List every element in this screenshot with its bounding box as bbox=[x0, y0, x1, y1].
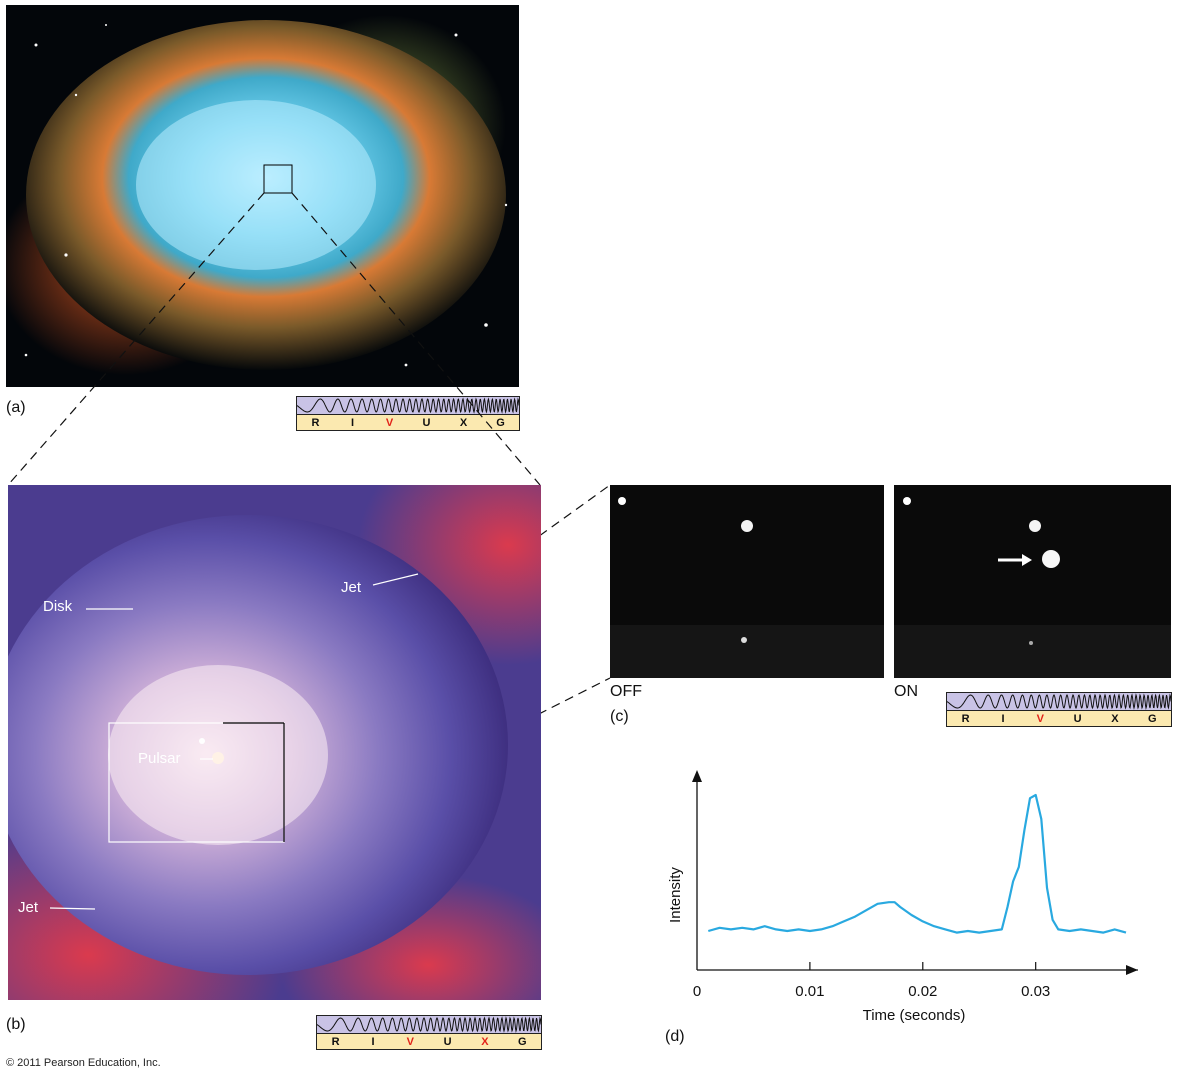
arrow-icon bbox=[1022, 554, 1032, 566]
band-letter: U bbox=[1073, 712, 1082, 725]
off-label: OFF bbox=[610, 683, 642, 700]
spectrum-letters-b: R I V U X G bbox=[317, 1034, 541, 1049]
band-letter: R bbox=[331, 1035, 340, 1048]
pulsar-label: Pulsar bbox=[138, 750, 181, 767]
panel-a-label: (a) bbox=[6, 399, 26, 416]
band-letter: G bbox=[518, 1035, 527, 1048]
wave-icon bbox=[947, 693, 1171, 710]
band-letter: X bbox=[459, 416, 468, 429]
panel-b-label: (b) bbox=[6, 1016, 26, 1033]
band-letter: R bbox=[311, 416, 320, 429]
x-axis-arrow-icon bbox=[1126, 965, 1138, 975]
band-letter: U bbox=[443, 1035, 452, 1048]
band-letter: V bbox=[406, 1035, 414, 1048]
chart-plot bbox=[708, 793, 1127, 934]
band-letter: G bbox=[496, 416, 505, 429]
jet-lower-label: Jet bbox=[18, 899, 39, 916]
spectrum-letters-c: R I V U X G bbox=[947, 711, 1171, 726]
x-axis-label: Time (seconds) bbox=[863, 1007, 966, 1024]
x-tick-label: 0 bbox=[693, 983, 701, 1000]
band-letter: R bbox=[961, 712, 970, 725]
y-axis-label: Intensity bbox=[667, 867, 684, 923]
intensity-curve bbox=[708, 793, 1127, 934]
band-letter: G bbox=[1148, 712, 1157, 725]
spectrum-letters-a: R I V U X G bbox=[297, 415, 519, 430]
band-letter: I bbox=[1001, 712, 1005, 725]
on-label: ON bbox=[894, 683, 918, 700]
crab-composite-photo: Disk Jet Pulsar Jet bbox=[8, 485, 541, 1000]
band-letter: I bbox=[350, 416, 355, 429]
chart-axes bbox=[692, 770, 1138, 975]
y-axis-arrow-icon bbox=[692, 770, 702, 782]
panel-d-label: (d) bbox=[665, 1028, 685, 1045]
spectrum-band-c: R I V U X G bbox=[946, 692, 1172, 727]
pulsar-off-photo bbox=[610, 485, 884, 678]
wave-icon bbox=[317, 1016, 541, 1033]
band-letter: I bbox=[371, 1035, 375, 1048]
wave-icon bbox=[297, 397, 519, 414]
panel-c-label: (c) bbox=[610, 708, 629, 725]
light-curve-chart: 0 0.01 0.02 0.03 Time (seconds) Intensity bbox=[667, 770, 1138, 1024]
x-tick-label: 0.01 bbox=[795, 983, 824, 1000]
disk-label: Disk bbox=[43, 598, 73, 615]
band-letter: U bbox=[422, 416, 431, 429]
jet-upper-label: Jet bbox=[341, 579, 362, 596]
band-letter: V bbox=[385, 416, 394, 429]
copyright-text: © 2011 Pearson Education, Inc. bbox=[6, 1057, 161, 1069]
spectrum-band-b: R I V U X G bbox=[316, 1015, 542, 1050]
band-letter: V bbox=[1036, 712, 1044, 725]
chart-ticks: 0 0.01 0.02 0.03 bbox=[693, 962, 1050, 1000]
band-letter: X bbox=[1111, 712, 1119, 725]
x-tick-label: 0.03 bbox=[1021, 983, 1050, 1000]
band-letter: X bbox=[481, 1035, 489, 1048]
crab-nebula-photo bbox=[6, 5, 519, 387]
pulsar-on-photo bbox=[894, 485, 1171, 678]
x-tick-label: 0.02 bbox=[908, 983, 937, 1000]
spectrum-band-a: R I V U X G bbox=[296, 396, 520, 431]
